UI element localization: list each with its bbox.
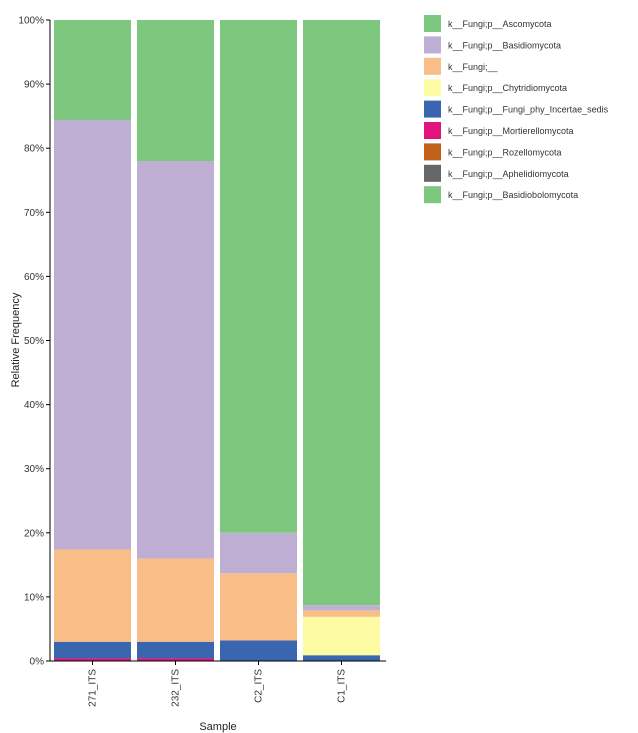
bar-segment bbox=[303, 610, 380, 617]
x-tick-label: 271_ITS bbox=[88, 669, 99, 707]
y-tick-label: 50% bbox=[24, 336, 44, 347]
y-tick-label: 70% bbox=[24, 208, 44, 219]
bar-segment bbox=[137, 20, 214, 162]
y-tick-label: 10% bbox=[24, 592, 44, 603]
bar-segment bbox=[303, 20, 380, 606]
bar-segment bbox=[303, 655, 380, 661]
legend-label: k__Fungi;p__Chytridiomycota bbox=[448, 83, 567, 93]
bar-segment bbox=[220, 20, 297, 533]
x-axis-title: Sample bbox=[199, 721, 236, 733]
bar-segment bbox=[54, 549, 131, 642]
bar-segment bbox=[220, 573, 297, 641]
legend-swatch bbox=[424, 164, 441, 182]
y-tick-label: 100% bbox=[18, 16, 44, 27]
legend-swatch bbox=[424, 122, 441, 139]
y-tick-label: 20% bbox=[24, 528, 44, 539]
legend-swatch bbox=[424, 186, 441, 204]
legend-swatch bbox=[424, 36, 441, 54]
x-tick-label: 232_ITS bbox=[171, 669, 182, 707]
y-tick-label: 90% bbox=[24, 80, 44, 91]
legend-label: k__Fungi;p__Rozellomycota bbox=[448, 147, 562, 157]
bar-segment bbox=[137, 641, 214, 659]
bar-segment bbox=[54, 20, 131, 120]
bar-segment bbox=[303, 616, 380, 656]
legend-label: k__Fungi;p__Mortierellomycota bbox=[448, 126, 574, 136]
legend-label: k__Fungi;p__Aphelidiomycota bbox=[448, 169, 569, 179]
legend-swatch bbox=[424, 57, 441, 75]
bar-segment bbox=[220, 532, 297, 574]
x-tick-label: C1_ITS bbox=[337, 669, 348, 703]
legend-swatch bbox=[424, 79, 441, 97]
bar-segment bbox=[54, 119, 131, 550]
y-tick-label: 80% bbox=[24, 144, 44, 155]
legend-label: k__Fungi;p__Ascomycota bbox=[448, 19, 552, 29]
legend-swatch bbox=[424, 143, 441, 161]
x-tick-label: C2_ITS bbox=[254, 669, 265, 703]
y-tick-label: 60% bbox=[24, 272, 44, 283]
y-tick-label: 40% bbox=[24, 400, 44, 411]
bar-segment bbox=[303, 605, 380, 611]
legend-label: k__Fungi;p__Basidiobolomycota bbox=[448, 190, 578, 200]
legend-label: k__Fungi;__ bbox=[448, 62, 499, 72]
bar-segment bbox=[220, 640, 297, 661]
legend-swatch bbox=[424, 100, 441, 118]
bar-segment bbox=[137, 558, 214, 642]
bar-segment bbox=[54, 641, 131, 659]
legend-label: k__Fungi;p__Basidiomycota bbox=[448, 40, 561, 50]
y-axis-title: Relative Frequency bbox=[10, 292, 22, 387]
y-tick-label: 30% bbox=[24, 464, 44, 475]
y-tick-label: 0% bbox=[30, 657, 45, 668]
legend: k__Fungi;p__Ascomycota k__Fungi;p__Basidi… bbox=[424, 15, 609, 204]
legend-swatch bbox=[424, 15, 441, 32]
bar-segment bbox=[137, 658, 214, 661]
bar-segment bbox=[54, 658, 131, 661]
bar-segment bbox=[137, 161, 214, 559]
legend-label: k__Fungi;p__Fungi_phy_Incertae_sedis bbox=[448, 105, 609, 115]
